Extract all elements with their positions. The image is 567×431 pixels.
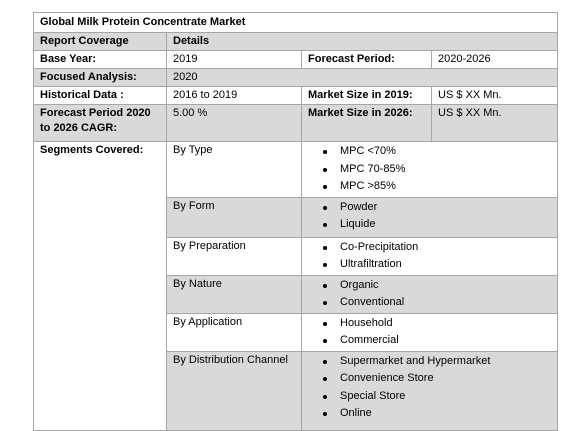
cell-value: US $ XX Mn. <box>431 86 558 105</box>
segment-name: By Nature <box>166 274 302 314</box>
segment-row: By Application Household Commercial <box>34 312 558 352</box>
item-list: MPC <70% MPC 70-85% MPC >85% <box>308 143 551 196</box>
cell-value: 2019 <box>166 50 302 69</box>
item: Online <box>308 405 551 423</box>
segment-row: By Form Powder Liquide <box>34 196 558 238</box>
segment-row: By Nature Organic Conventional <box>34 274 558 314</box>
item: Supermarket and Hypermarket <box>308 353 551 371</box>
item-list: Supermarket and Hypermarket Convenience S… <box>308 353 551 423</box>
item: Commercial <box>308 332 551 350</box>
item: Organic <box>308 277 551 295</box>
cell-value: US $ XX Mn. <box>431 104 558 142</box>
cell-value: 2020 <box>166 68 558 87</box>
item-list: Powder Liquide <box>308 199 551 234</box>
segment-row: Segments Covered: By Type MPC <70% MPC 70-8… <box>33 141 558 431</box>
item: Household <box>308 315 551 333</box>
table-title: Global Milk Protein Concentrate Market <box>33 12 558 33</box>
cell-label: Market Size in 2019: <box>301 86 432 105</box>
segment-name: By Preparation <box>166 236 302 276</box>
cell-label: Forecast Period 2020 to 2026 CAGR: <box>33 104 167 142</box>
info-row: Base Year: 2019 Forecast Period: 2020-2026 <box>33 50 558 69</box>
segment-items: Organic Conventional <box>301 274 558 314</box>
info-row: Forecast Period 2020 to 2026 CAGR: 5.00 %… <box>33 104 558 142</box>
market-table: Global Milk Protein Concentrate Market Re… <box>33 12 558 431</box>
cell-value: Details <box>166 32 558 51</box>
item: Liquide <box>308 216 551 234</box>
item: Conventional <box>308 294 551 312</box>
title-row: Global Milk Protein Concentrate Market <box>33 12 558 33</box>
item: MPC 70-85% <box>308 161 551 179</box>
item-list: Household Commercial <box>308 315 551 350</box>
info-row: Historical Data :2016 to 2019 Market Size… <box>33 86 558 105</box>
cell-label: Report Coverage <box>33 32 167 51</box>
item-list: Co-Precipitation Ultrafiltration <box>308 239 551 274</box>
info-row: Focused Analysis: 2020 <box>33 68 558 87</box>
cell-label: Historical Data : <box>33 86 167 105</box>
segment-row: By Distribution Channel Supermarket and H… <box>34 350 558 431</box>
cell-label: Base Year: <box>33 50 167 69</box>
segment-name: By Distribution Channel <box>166 350 302 431</box>
info-row: Report Coverage Details <box>33 32 558 51</box>
segment-name: By Form <box>166 196 302 238</box>
cell-label: Forecast Period: <box>301 50 432 69</box>
cell-value: 2020-2026 <box>431 50 558 69</box>
segment-row: By Preparation Co-Precipitation Ultrafiltr… <box>34 236 558 276</box>
item: MPC <70% <box>308 143 551 161</box>
item: Powder <box>308 199 551 217</box>
segment-items: Supermarket and Hypermarket Convenience S… <box>301 350 558 431</box>
segment-name: By Type <box>166 141 302 198</box>
cell-label: Focused Analysis: <box>33 68 167 87</box>
segment-items: Powder Liquide <box>301 196 558 238</box>
segment-name: By Application <box>166 312 302 352</box>
item: Convenience Store <box>308 370 551 388</box>
item: Ultrafiltration <box>308 256 551 274</box>
cell-label: Market Size in 2026: <box>301 104 432 142</box>
segments-label: Segments Covered: <box>33 141 167 431</box>
segment-items: Co-Precipitation Ultrafiltration <box>301 236 558 276</box>
item-list: Organic Conventional <box>308 277 551 312</box>
item: Special Store <box>308 388 551 406</box>
cell-value: 2016 to 2019 <box>166 86 302 105</box>
item: Co-Precipitation <box>308 239 551 257</box>
item: MPC >85% <box>308 178 551 196</box>
segment-items: MPC <70% MPC 70-85% MPC >85% <box>301 141 558 198</box>
segment-items: Household Commercial <box>301 312 558 352</box>
cell-value: 5.00 % <box>166 104 302 142</box>
